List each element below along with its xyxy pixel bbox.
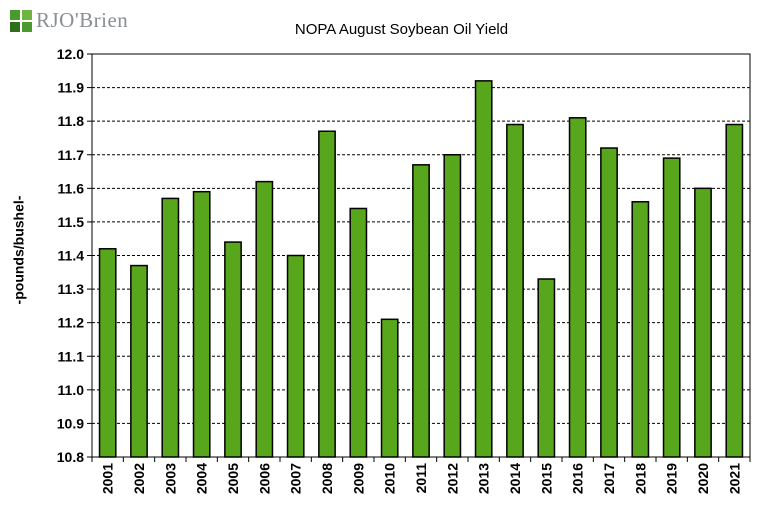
- x-tick-label: 2010: [382, 463, 398, 494]
- bar-2017: [600, 147, 618, 458]
- bar-2018: [631, 201, 650, 458]
- x-tick-label: 2009: [350, 463, 366, 494]
- bars: [98, 80, 744, 458]
- y-tick-label: 10.9: [57, 415, 84, 431]
- y-tick-label: 11.5: [58, 214, 85, 230]
- x-tick-label: 2021: [726, 463, 742, 494]
- brand-logo: RJO'Brien: [10, 8, 128, 33]
- x-tick-label: 2019: [664, 463, 680, 494]
- x-tick-label: 2012: [444, 463, 460, 494]
- bar-2002: [130, 264, 148, 458]
- bar-2010: [380, 318, 399, 458]
- bar-2003: [161, 197, 180, 458]
- y-tick-label: 11.3: [58, 281, 85, 297]
- x-tick-label: 2008: [319, 463, 335, 494]
- bar-2009: [349, 207, 368, 458]
- bar-2015: [537, 278, 556, 458]
- bar-2019: [662, 157, 681, 458]
- x-tick-label: 2003: [162, 463, 178, 494]
- x-tick-label: 2014: [507, 463, 523, 494]
- bar-2014: [506, 123, 524, 458]
- x-tick-label: 2011: [413, 463, 429, 494]
- bar-2020: [694, 187, 712, 458]
- rjo-brien-logo-mark-icon: [10, 9, 32, 32]
- x-tick-label: 2013: [476, 463, 492, 494]
- bar-2021: [725, 123, 744, 458]
- x-tick-label: 2020: [695, 463, 711, 494]
- y-tick-label: 11.0: [58, 382, 85, 398]
- x-tick-label: 2007: [288, 463, 304, 494]
- y-tick-label: 10.8: [57, 449, 84, 465]
- x-tick-label: 2002: [131, 463, 147, 494]
- y-tick-labels: 10.8 10.9 11.0 11.1 11.2 11.3 11.4 11.5 11.6 11.7…: [57, 46, 84, 465]
- bar-2007: [286, 254, 305, 458]
- y-tick-label: 11.8: [58, 113, 85, 129]
- x-tick-label: 2017: [601, 463, 617, 494]
- brand-logo-text: RJO'Brien: [36, 8, 129, 32]
- y-tick-label: 11.4: [58, 248, 85, 264]
- x-tick-label: 2015: [538, 463, 554, 494]
- y-tick-label: 11.2: [58, 315, 85, 331]
- chart-title: NOPA August Soybean Oil Yield: [294, 21, 509, 38]
- plot-frame: [91, 53, 751, 458]
- x-tick-label: 2016: [570, 463, 586, 494]
- x-tick-labels: 2001 2002 2003 2004 2005 2006 2007 2008 2009 2010…: [100, 463, 743, 494]
- y-tick-label: 11.1: [58, 348, 85, 364]
- bar-2005: [224, 241, 242, 458]
- x-tick-label: 2004: [194, 463, 210, 494]
- bar-2001: [98, 248, 117, 458]
- bar-2006: [255, 180, 274, 458]
- bar-2004: [192, 190, 211, 458]
- y-tick-label: 11.6: [58, 180, 85, 196]
- bar-2013: [474, 80, 493, 458]
- x-tick-label: 2006: [256, 463, 272, 494]
- x-tick-label: 2018: [632, 463, 648, 494]
- y-tick-label: 12.0: [57, 46, 84, 62]
- bar-2011: [412, 164, 430, 458]
- axes: [87, 53, 751, 462]
- bar-2008: [318, 130, 336, 458]
- bar-2016: [568, 117, 587, 458]
- y-tick-label: 11.9: [58, 80, 85, 96]
- x-tick-label: 2001: [100, 463, 116, 494]
- y-tick-label: 11.7: [58, 147, 85, 163]
- bar-2012: [443, 154, 462, 458]
- x-tick-label: 2005: [225, 463, 241, 494]
